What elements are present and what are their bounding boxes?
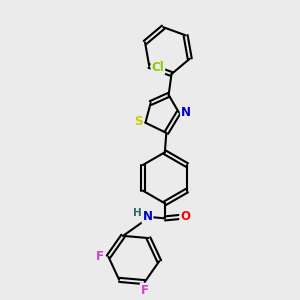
Text: F: F [96,250,104,263]
Text: H: H [133,208,142,218]
Text: S: S [134,115,142,128]
Text: N: N [181,106,191,119]
Text: O: O [180,210,190,224]
Text: Cl: Cl [152,61,164,74]
Text: F: F [141,284,148,297]
Text: N: N [142,210,152,223]
